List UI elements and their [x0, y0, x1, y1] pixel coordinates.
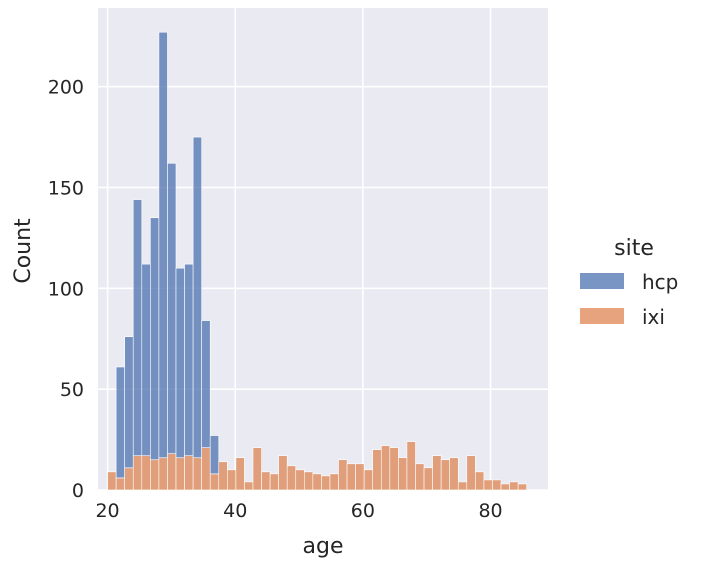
x-tick-label-1: 40	[223, 500, 247, 522]
bar-ixi-27	[338, 459, 348, 491]
x-tick-labels: 20 40 60 80	[95, 500, 502, 522]
legend-title: site	[614, 236, 654, 261]
bar-ixi-17	[252, 447, 262, 491]
bar-ixi-31	[372, 449, 382, 491]
bar-ixi-43	[475, 471, 485, 491]
x-tick-label-0: 20	[95, 500, 119, 522]
y-tick-label-0: 0	[72, 480, 84, 502]
bar-ixi-5	[150, 459, 160, 491]
bar-ixi-20	[278, 455, 288, 491]
bar-ixi-48	[517, 483, 527, 491]
bar-hcp-8	[175, 267, 185, 459]
bar-ixi-2	[124, 467, 134, 491]
y-tick-label-3: 150	[48, 177, 84, 199]
legend-swatch-ixi	[580, 308, 624, 324]
bar-ixi-18	[261, 471, 271, 491]
bar-hcp-4	[141, 263, 151, 457]
x-tick-label-3: 80	[478, 500, 502, 522]
bar-ixi-12	[209, 473, 220, 491]
bar-ixi-1	[115, 477, 125, 491]
y-axis-label: Count	[11, 218, 36, 284]
bar-ixi-24	[312, 473, 322, 491]
bar-ixi-19	[269, 473, 279, 491]
bar-ixi-9	[184, 455, 194, 491]
bar-hcp-2	[124, 336, 134, 469]
y-tick-labels: 0 50 100 150 200	[48, 77, 84, 502]
bar-hcp-12	[209, 435, 220, 475]
bar-hcp-11	[201, 320, 211, 448]
bar-ixi-39	[440, 459, 451, 491]
bar-ixi-35	[406, 441, 416, 491]
bar-ixi-40	[449, 457, 459, 491]
bar-ixi-11	[201, 447, 211, 491]
legend-swatch-hcp	[580, 273, 624, 289]
bar-hcp-1	[115, 366, 125, 479]
bar-ixi-37	[423, 467, 433, 491]
bar-ixi-41	[457, 481, 468, 491]
bar-ixi-47	[509, 481, 519, 491]
bar-ixi-16	[244, 481, 254, 491]
bar-ixi-38	[432, 455, 442, 491]
bar-ixi-33	[389, 447, 399, 491]
bar-ixi-21	[286, 465, 297, 491]
bar-ixi-29	[355, 463, 365, 491]
bar-ixi-8	[175, 457, 185, 491]
bar-ixi-28	[346, 463, 356, 491]
bar-ixi-4	[141, 455, 151, 491]
legend-label-hcp: hcp	[642, 270, 678, 294]
bar-ixi-7	[167, 453, 177, 491]
bar-ixi-26	[329, 473, 339, 491]
bar-hcp-5	[150, 217, 160, 461]
bar-ixi-10	[192, 457, 202, 491]
y-tick-label-1: 50	[60, 379, 84, 401]
bar-ixi-34	[398, 457, 408, 491]
bar-ixi-36	[415, 463, 425, 491]
bar-hcp-3	[132, 199, 143, 457]
bar-ixi-14	[227, 469, 237, 491]
x-tick-label-2: 60	[351, 500, 375, 522]
bars-group	[107, 31, 527, 491]
bar-ixi-0	[107, 471, 117, 491]
bar-ixi-3	[132, 455, 143, 491]
bar-ixi-6	[158, 457, 168, 491]
bar-ixi-45	[492, 479, 502, 491]
bar-ixi-25	[321, 475, 331, 491]
bar-ixi-13	[218, 461, 228, 491]
bar-ixi-44	[483, 479, 493, 491]
legend: site hcp ixi	[580, 236, 678, 329]
x-axis-label: age	[303, 534, 344, 559]
y-tick-label-4: 200	[48, 77, 84, 99]
bar-hcp-10	[192, 136, 202, 459]
bar-hcp-6	[158, 31, 168, 459]
bar-ixi-32	[380, 445, 391, 491]
y-tick-label-2: 100	[48, 278, 84, 300]
bar-ixi-30	[363, 469, 374, 491]
bar-ixi-15	[235, 457, 245, 491]
legend-label-ixi: ixi	[642, 305, 665, 329]
bar-ixi-46	[500, 483, 510, 491]
bar-hcp-7	[167, 162, 177, 454]
bar-hcp-9	[184, 263, 194, 457]
bar-ixi-23	[303, 471, 314, 491]
bar-ixi-22	[295, 469, 305, 491]
bar-ixi-42	[466, 455, 476, 491]
